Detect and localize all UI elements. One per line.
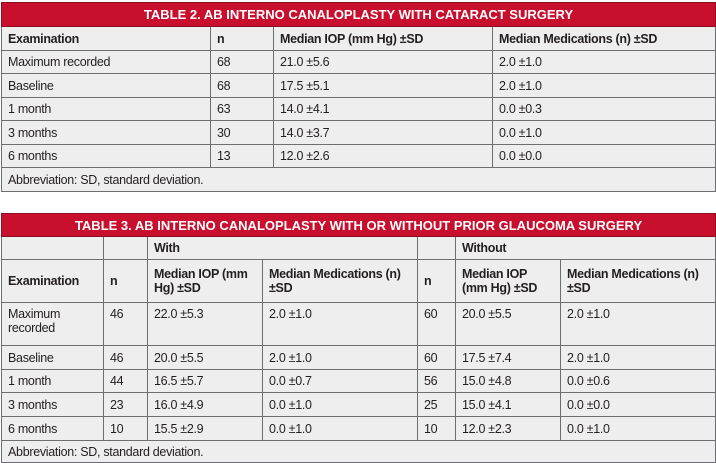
table-cell: 2.0 ±1.0	[492, 50, 716, 74]
table-cell: 25	[417, 392, 456, 417]
table-cell: 12.0 ±2.3	[455, 416, 561, 441]
table-cell: 46	[103, 345, 148, 370]
column-header: Examination	[1, 26, 211, 51]
table-cell: 2.0 ±1.0	[559, 345, 716, 370]
table-cell: 15.5 ±2.9	[147, 416, 263, 441]
table-cell: 0.0 ±0.6	[559, 369, 716, 393]
table-cell: 16.0 ±4.9	[147, 392, 263, 417]
table-row: 6 months 10 15.5 ±2.9 0.0 ±1.0 10 12.0 ±2.3 0.…	[1, 416, 716, 441]
table-cell: Maximum recorded	[1, 302, 104, 346]
column-header: n	[417, 259, 456, 303]
table-cell: 1 month	[1, 97, 211, 121]
table-cell: 14.0 ±4.1	[273, 97, 493, 121]
column-header: n	[210, 26, 274, 51]
table-row: Baseline 68 17.5 ±5.1 2.0 ±1.0	[1, 73, 716, 98]
table-cell: 68	[210, 50, 274, 74]
table-cell: 60	[417, 345, 456, 370]
table-cell: 10	[417, 416, 456, 441]
table-cell: 2.0 ±1.0	[559, 302, 716, 346]
table-cell: 56	[417, 369, 456, 393]
column-header: Median Medications (n) ±SD	[559, 259, 716, 303]
table-title: TABLE 2. AB INTERNO CANALOPLASTY WITH CA…	[1, 2, 716, 27]
group-header-without: Without	[454, 236, 716, 260]
table-cell: 10	[103, 416, 148, 441]
table-cell: 21.0 ±5.6	[273, 50, 493, 74]
column-header: Median Medications (n) ±SD	[492, 26, 716, 51]
table-2: TABLE 2. AB INTERNO CANALOPLASTY WITH CA…	[1, 2, 716, 192]
table-row: 3 months 23 16.0 ±4.9 0.0 ±1.0 25 15.0 ±4.1 0.…	[1, 392, 716, 417]
table-cell: 12.0 ±2.6	[273, 144, 493, 168]
table-cell: 0.0 ±1.0	[262, 416, 418, 441]
table-row: 1 month 63 14.0 ±4.1 0.0 ±0.3	[1, 97, 716, 121]
header-row: Examination n Median IOP (mm Hg) ±SD Med…	[1, 26, 716, 51]
table-cell: 22.0 ±5.3	[147, 302, 263, 346]
table-cell: 0.0 ±1.0	[492, 120, 716, 145]
table-row: Maximum recorded 68 21.0 ±5.6 2.0 ±1.0	[1, 50, 716, 74]
table-cell: 13	[210, 144, 274, 168]
table-cell: 20.0 ±5.5	[455, 302, 561, 346]
table-cell: 60	[417, 302, 456, 346]
table-cell: 44	[103, 369, 148, 393]
table-cell: 3 months	[1, 120, 211, 145]
table-row: 3 months 30 14.0 ±3.7 0.0 ±1.0	[1, 120, 716, 145]
table-cell: 15.0 ±4.1	[455, 392, 561, 417]
column-header: Median IOP (mm Hg) ±SD	[273, 26, 493, 51]
table-cell: 1 month	[1, 369, 104, 393]
column-header: Examination	[1, 259, 104, 303]
table-cell: 20.0 ±5.5	[147, 345, 263, 370]
header-row: Examination n Median IOP (mm Hg) ±SD Med…	[1, 259, 716, 303]
table-row: 6 months 13 12.0 ±2.6 0.0 ±0.0	[1, 144, 716, 168]
table-cell: 30	[210, 120, 274, 145]
column-header: Median IOP (mm Hg) ±SD	[147, 259, 263, 303]
group-header-row: With Without	[1, 236, 716, 260]
table-cell: 0.0 ±0.7	[262, 369, 418, 393]
table-cell: 3 months	[1, 392, 104, 417]
table-cell: 0.0 ±0.3	[492, 97, 716, 121]
table-cell: 6 months	[1, 144, 211, 168]
table-cell: 46	[103, 302, 148, 346]
table-row: Maximum recorded 46 22.0 ±5.3 2.0 ±1.0 60 20.…	[1, 302, 716, 346]
table-cell: 2.0 ±1.0	[262, 345, 418, 370]
table-cell: 23	[103, 392, 148, 417]
table-cell: Maximum recorded	[1, 50, 211, 74]
table-cell: 0.0 ±1.0	[559, 416, 716, 441]
table-cell: 2.0 ±1.0	[492, 73, 716, 98]
table-cell: 0.0 ±0.0	[559, 392, 716, 417]
table-cell: 17.5 ±7.4	[455, 345, 561, 370]
table-cell: Baseline	[1, 73, 211, 98]
table-row: Baseline 46 20.0 ±5.5 2.0 ±1.0 60 17.5 ±7.4 2.…	[1, 345, 716, 370]
table-cell: 0.0 ±1.0	[262, 392, 418, 417]
table-cell: 2.0 ±1.0	[262, 302, 418, 346]
table-cell: 0.0 ±0.0	[492, 144, 716, 168]
table-cell: Baseline	[1, 345, 104, 370]
column-header: Median Medications (n) ±SD	[262, 259, 418, 303]
table-footnote: Abbreviation: SD, standard deviation.	[0, 440, 716, 463]
column-header: Median IOP (mm Hg) ±SD	[455, 259, 561, 303]
group-header-with: With	[147, 236, 418, 260]
table-row: 1 month 44 16.5 ±5.7 0.0 ±0.7 56 15.0 ±4.8 0.0…	[1, 369, 716, 393]
table-3: TABLE 3. AB INTERNO CANALOPLASTY WITH OR…	[0, 213, 716, 463]
table-cell: 15.0 ±4.8	[455, 369, 561, 393]
table-cell: 68	[210, 73, 274, 98]
table-cell: 14.0 ±3.7	[273, 120, 493, 145]
table-cell: 16.5 ±5.7	[147, 369, 263, 393]
table-cell: 17.5 ±5.1	[273, 73, 493, 98]
column-header: n	[103, 259, 148, 303]
table-footnote: Abbreviation: SD, standard deviation.	[1, 167, 716, 192]
table-title: TABLE 3. AB INTERNO CANALOPLASTY WITH OR…	[0, 213, 716, 237]
table-cell: 63	[210, 97, 274, 121]
table-cell: 6 months	[1, 416, 104, 441]
